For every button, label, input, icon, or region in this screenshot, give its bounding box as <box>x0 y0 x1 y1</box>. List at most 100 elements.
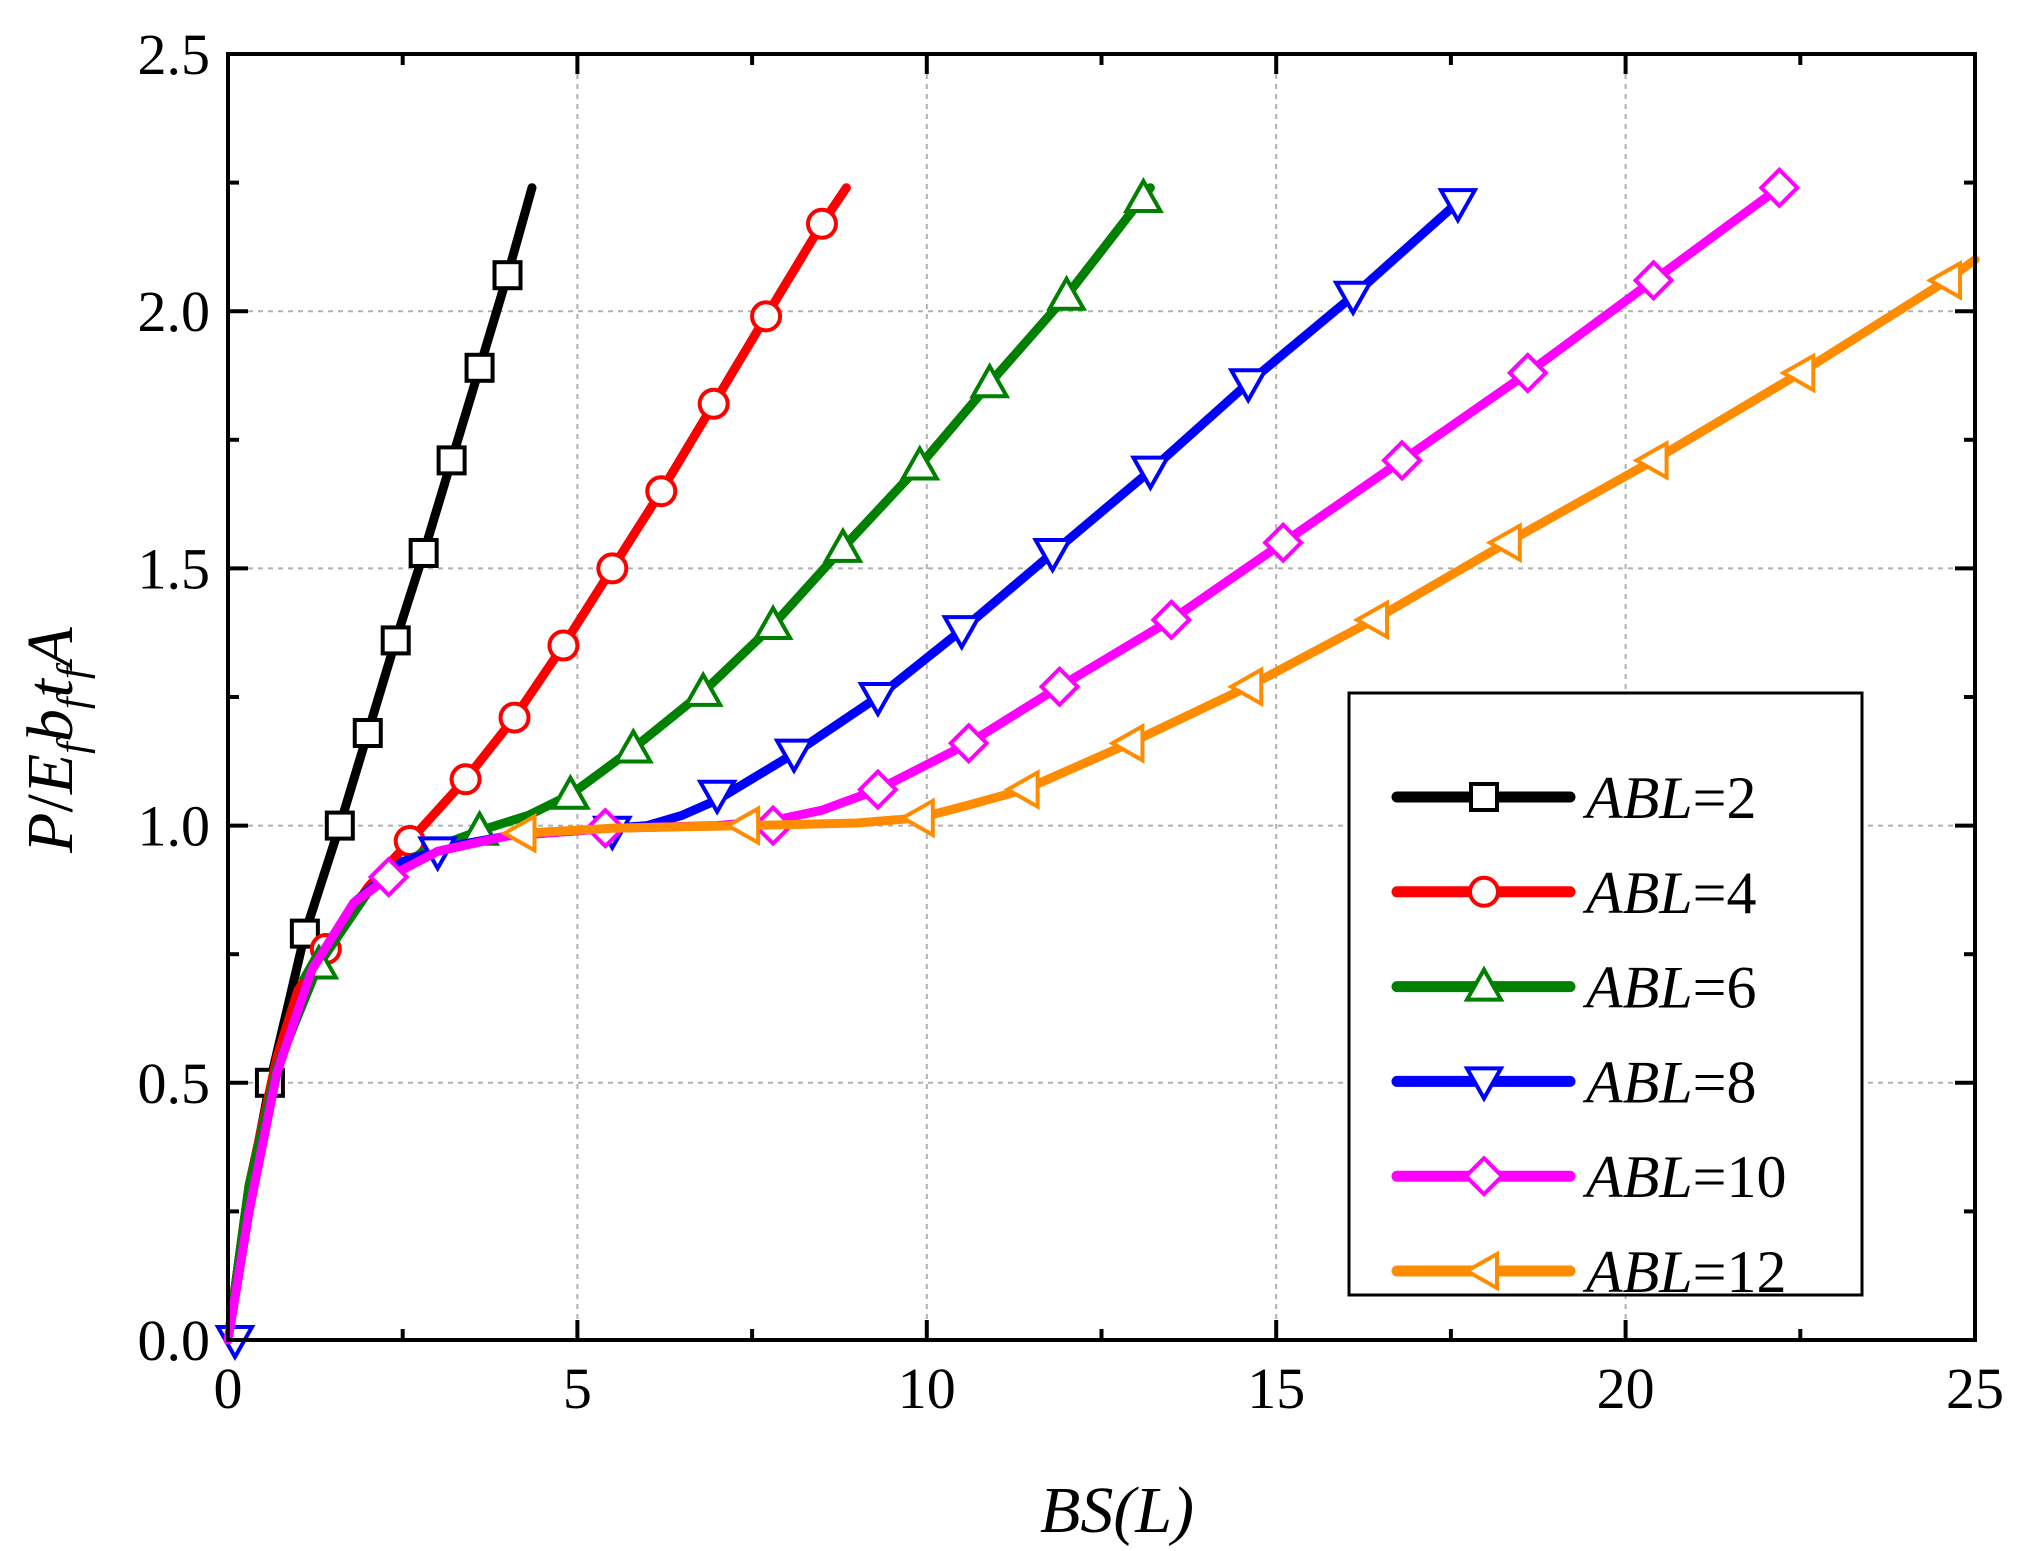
data-point-marker <box>724 805 761 847</box>
legend-label-prefix: ABL <box>1582 955 1693 1021</box>
legend-label-prefix: ABL <box>1582 1144 1693 1210</box>
data-point-marker <box>352 718 383 749</box>
legend-label-prefix: ABL <box>1582 860 1693 926</box>
series-line <box>223 188 1473 1345</box>
data-point-marker <box>773 738 815 775</box>
data-point-marker <box>547 629 580 662</box>
y-title-p: P <box>14 813 87 854</box>
data-point-marker <box>492 260 523 291</box>
data-point-marker <box>1352 599 1390 641</box>
legend-entry: ABL=12 <box>1391 1239 1787 1305</box>
series-line <box>223 183 1155 1345</box>
data-point-marker <box>1150 599 1193 641</box>
y-tick-label: 2.0 <box>138 279 211 344</box>
legend-marker <box>1463 965 1505 1002</box>
axis-ticks <box>226 52 1977 1342</box>
series-circle-1 <box>223 183 851 1345</box>
data-point-marker <box>1925 259 1963 301</box>
data-point-marker <box>408 537 439 568</box>
series-triangle-down-3 <box>214 188 1479 1362</box>
data-point-marker <box>1758 166 1801 209</box>
x-tick-label: 5 <box>563 1356 592 1421</box>
data-point-marker <box>899 444 941 481</box>
plot-series <box>214 166 1980 1362</box>
series-diamond-4 <box>223 166 1801 1345</box>
legend-marker <box>1469 782 1499 812</box>
y-tick-label: 0.0 <box>138 1308 211 1373</box>
data-point-marker <box>1779 352 1816 394</box>
data-point-marker <box>1227 666 1264 708</box>
y-title-t: t <box>14 678 87 698</box>
x-axis-title: BS(L) <box>1040 1474 1194 1547</box>
data-point-marker <box>367 856 410 898</box>
data-point-marker <box>464 352 495 383</box>
legend-label-value: =8 <box>1693 1049 1757 1115</box>
data-point-marker <box>1632 439 1669 481</box>
gridlines <box>228 54 1975 1340</box>
data-point-marker <box>1262 521 1305 564</box>
data-point-marker <box>1485 522 1522 564</box>
data-point-marker <box>1032 537 1074 575</box>
y-tick-label: 1.0 <box>138 794 211 859</box>
data-point-marker <box>645 475 678 508</box>
legend-label: ABL=2 <box>1582 765 1757 831</box>
data-point-marker <box>549 773 591 810</box>
y-tick-label: 1.5 <box>138 536 211 601</box>
data-point-marker <box>1129 455 1171 492</box>
legend-label: ABL=10 <box>1582 1144 1787 1210</box>
data-point-marker <box>1003 769 1040 811</box>
legend-entry: ABL=8 <box>1391 1049 1757 1115</box>
data-point-marker <box>1632 259 1675 302</box>
series-line <box>223 183 851 1345</box>
data-point-marker <box>498 701 531 734</box>
x-tick-label: 15 <box>1247 1356 1305 1421</box>
y-tick-label: 2.5 <box>138 22 211 87</box>
data-point-marker <box>697 387 730 420</box>
legend-label: ABL=8 <box>1582 1049 1757 1115</box>
data-point-marker <box>1122 176 1164 214</box>
data-point-marker <box>752 603 794 640</box>
data-point-marker <box>682 670 724 707</box>
data-point-marker <box>1381 439 1423 482</box>
y-axis-title: P/EfbftfA <box>14 626 96 853</box>
legend-marker <box>1463 1155 1505 1198</box>
data-point-marker <box>898 797 935 839</box>
legend-entry: ABL=10 <box>1391 1144 1787 1210</box>
legend-label-value: =2 <box>1693 765 1757 831</box>
x-tick-label: 25 <box>1946 1356 2004 1421</box>
legend-label-value: =4 <box>1693 860 1757 926</box>
data-point-marker <box>1437 188 1479 225</box>
data-point-marker <box>596 552 629 585</box>
x-tick-label: 0 <box>214 1356 243 1421</box>
legend-label: ABL=6 <box>1582 955 1757 1021</box>
data-point-marker <box>1108 722 1145 764</box>
legend-label: ABL=12 <box>1582 1239 1787 1305</box>
data-point-marker <box>857 768 899 811</box>
data-point-marker <box>947 722 990 765</box>
series-triangle-left-5 <box>500 255 1980 854</box>
legend-entry: ABL=2 <box>1391 765 1757 831</box>
data-point-marker <box>941 615 983 652</box>
y-title-slash: / <box>14 794 87 813</box>
y-title-e: E <box>14 754 87 795</box>
axis-tick-labels: 0 5 10 15 20 25 0.0 0.5 1.0 1.5 2.0 2.5 <box>138 22 2005 1421</box>
legend-label-prefix: ABL <box>1582 1049 1693 1115</box>
legend-label-prefix: ABL <box>1582 1239 1693 1305</box>
data-point-marker <box>750 300 783 333</box>
data-point-marker <box>1227 368 1269 405</box>
data-point-marker <box>696 779 738 816</box>
data-point-marker <box>1506 352 1549 394</box>
data-point-marker <box>449 763 482 796</box>
data-point-marker <box>612 727 654 764</box>
legend-marker <box>1462 1250 1499 1292</box>
data-point-marker <box>324 810 355 841</box>
data-point-marker <box>805 207 838 240</box>
legend-label-value: =6 <box>1693 955 1757 1021</box>
series-triangle-up-2 <box>223 176 1164 1345</box>
data-point-marker <box>1332 280 1374 317</box>
data-point-marker <box>500 812 537 854</box>
legend-marker <box>1463 1066 1505 1103</box>
